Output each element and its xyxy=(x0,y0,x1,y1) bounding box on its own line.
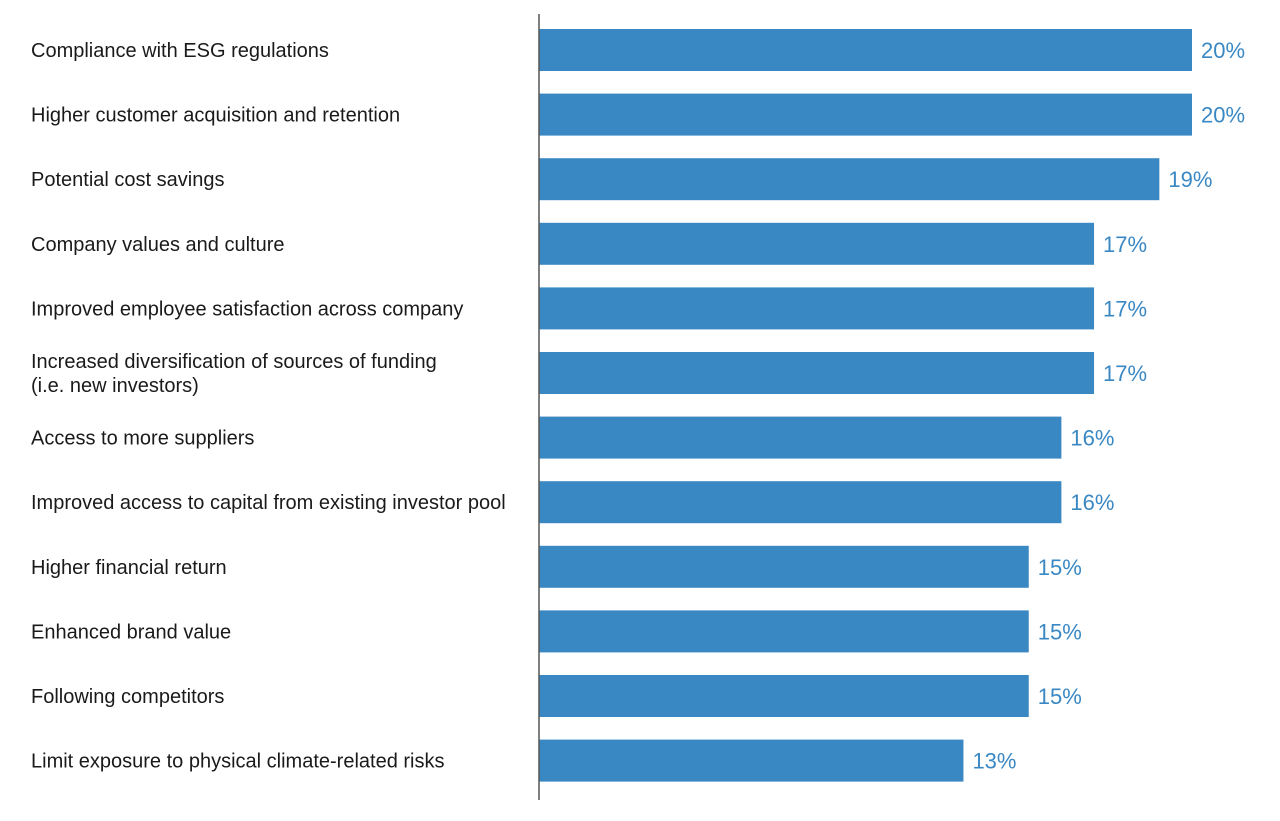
category-label-line: Improved employee satisfaction across co… xyxy=(31,298,463,320)
value-label: 17% xyxy=(1103,361,1147,386)
category-label: Improved access to capital from existing… xyxy=(31,492,506,514)
category-label: Access to more suppliers xyxy=(31,428,254,450)
category-label-line: Company values and culture xyxy=(31,234,284,256)
value-label: 17% xyxy=(1103,296,1147,321)
category-label: Increased diversification of sources of … xyxy=(31,351,437,397)
category-label: Higher customer acquisition and retentio… xyxy=(31,105,400,127)
value-label: 16% xyxy=(1070,426,1114,451)
value-label: 20% xyxy=(1201,38,1245,63)
category-label-line: Higher customer acquisition and retentio… xyxy=(31,105,400,127)
category-label-line: Following competitors xyxy=(31,686,224,708)
value-labels: 20% 20% 19% 17% 17% 17% 16% 16% 15% 15% 15% 13% xyxy=(972,38,1245,774)
category-label: Enhanced brand value xyxy=(31,621,231,643)
category-label-line: Improved access to capital from existing… xyxy=(31,492,506,514)
value-label: 17% xyxy=(1103,232,1147,257)
value-label: 20% xyxy=(1201,103,1245,128)
value-label: 19% xyxy=(1168,167,1212,192)
category-label: Following competitors xyxy=(31,686,224,708)
value-label: 13% xyxy=(972,749,1016,774)
bar xyxy=(539,93,1192,136)
category-label: Potential cost savings xyxy=(31,169,224,191)
value-label: 15% xyxy=(1038,684,1082,709)
category-label-line: Compliance with ESG regulations xyxy=(31,40,329,62)
category-label-line: Access to more suppliers xyxy=(31,428,254,450)
bar xyxy=(539,352,1095,394)
bar xyxy=(539,545,1029,588)
value-label: 15% xyxy=(1038,555,1082,580)
bar xyxy=(539,29,1192,71)
bar xyxy=(539,158,1160,201)
category-label-line: Enhanced brand value xyxy=(31,621,231,643)
value-label: 16% xyxy=(1070,490,1114,515)
category-label: Compliance with ESG regulations xyxy=(31,40,329,62)
category-labels: Compliance with ESG regulations Higher cu… xyxy=(31,40,506,773)
category-label-line: Higher financial return xyxy=(31,557,227,579)
bar xyxy=(539,222,1095,265)
bar xyxy=(539,416,1062,459)
value-label: 15% xyxy=(1038,619,1082,644)
category-label-line: Limit exposure to physical climate-relat… xyxy=(31,751,445,773)
bar xyxy=(539,287,1095,330)
bar xyxy=(539,610,1029,653)
category-label-line: Potential cost savings xyxy=(31,169,224,191)
category-label-line: (i.e. new investors) xyxy=(31,375,199,397)
category-label: Improved employee satisfaction across co… xyxy=(31,298,463,320)
category-label: Higher financial return xyxy=(31,557,227,579)
category-label-line: Increased diversification of sources of … xyxy=(31,351,437,373)
bar xyxy=(539,739,964,782)
bar xyxy=(539,675,1029,717)
category-label: Limit exposure to physical climate-relat… xyxy=(31,751,445,773)
bar xyxy=(539,481,1062,524)
bars xyxy=(539,29,1192,782)
category-label: Company values and culture xyxy=(31,234,284,256)
